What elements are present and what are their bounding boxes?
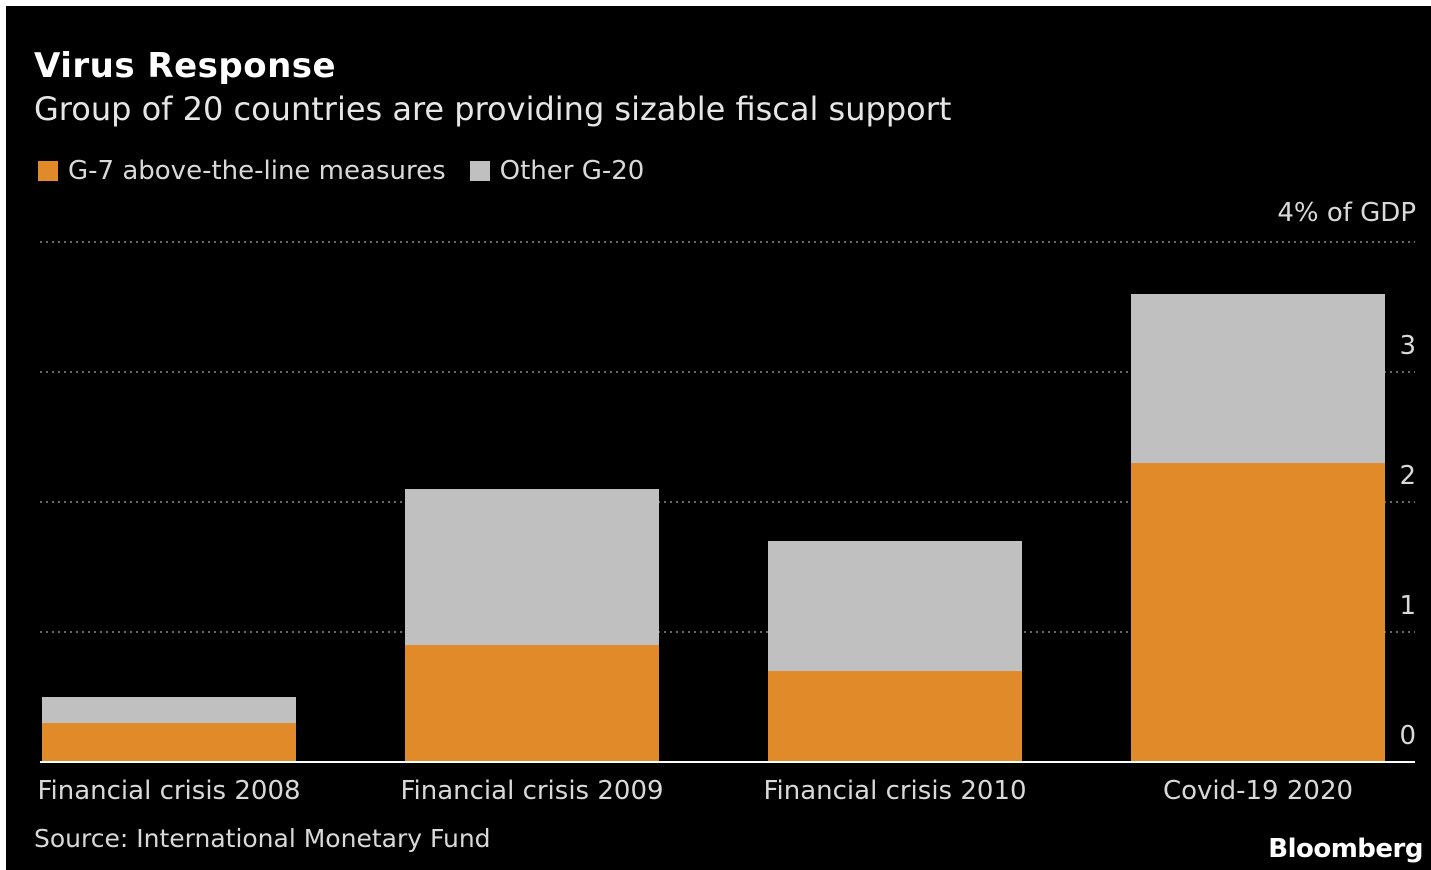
legend-swatch-g7	[38, 161, 58, 181]
bar-segment-other-g20	[42, 697, 296, 723]
x-tick-label: Financial crisis 2010	[763, 776, 1026, 806]
legend-label-g7: G-7 above-the-line measures	[68, 156, 446, 186]
x-tick-label: Financial crisis 2008	[37, 776, 300, 806]
bar-segment-other-g20	[1131, 294, 1385, 463]
y-tick-label: 1	[1399, 591, 1416, 621]
source-note: Source: International Monetary Fund	[34, 824, 491, 853]
bar-segment-other-g20	[768, 541, 1022, 671]
bar-segment-g7	[42, 723, 296, 762]
y-axis-unit-label: 4% of GDP	[1277, 198, 1416, 228]
legend-item-g7: G-7 above-the-line measures	[38, 156, 446, 186]
y-tick-label: 3	[1399, 331, 1416, 361]
legend-swatch-other-g20	[469, 161, 490, 181]
y-tick-label: 0	[1399, 721, 1416, 751]
legend-item-other-g20: Other G-20	[469, 156, 645, 186]
x-tick-label: Covid-19 2020	[1163, 776, 1353, 806]
bar-segment-g7	[768, 671, 1022, 762]
bar-segment-g7	[1131, 463, 1385, 762]
bar-segment-g7	[405, 645, 659, 762]
x-tick-label: Financial crisis 2009	[400, 776, 663, 806]
y-tick-label: 2	[1399, 461, 1416, 491]
bar-segment-other-g20	[405, 489, 659, 645]
chart-title: Virus Response	[34, 46, 337, 86]
chart-legend: G-7 above-the-line measures Other G-20	[38, 156, 668, 186]
chart-subtitle: Group of 20 countries are providing siza…	[34, 90, 952, 128]
bloomberg-logo: Bloomberg	[1268, 834, 1423, 864]
legend-label-other-g20: Other G-20	[499, 156, 645, 186]
